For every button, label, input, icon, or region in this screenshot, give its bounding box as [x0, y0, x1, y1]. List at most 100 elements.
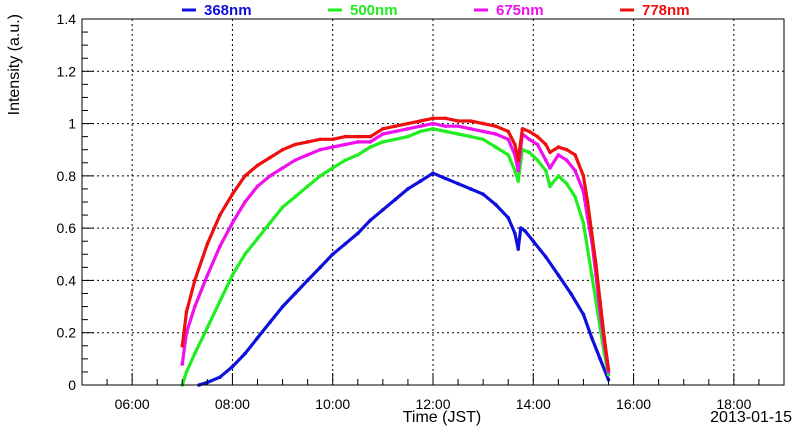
data-point — [243, 174, 247, 178]
data-point — [493, 132, 498, 136]
data-point — [356, 153, 360, 157]
data-point — [573, 168, 577, 173]
data-point — [343, 158, 348, 162]
data-point — [368, 140, 373, 144]
data-point — [268, 155, 272, 160]
data-point — [406, 134, 410, 139]
data-point — [305, 140, 310, 144]
y-tick-label: 0 — [68, 377, 76, 393]
data-point — [581, 174, 586, 178]
data-point — [205, 273, 210, 278]
data-point — [356, 231, 360, 236]
series-500nm — [180, 127, 611, 387]
data-point — [180, 344, 185, 348]
data-point — [606, 370, 611, 374]
data-point — [481, 137, 485, 142]
data-point — [513, 168, 517, 173]
data-point — [581, 221, 586, 225]
series-368nm — [197, 171, 611, 387]
data-point — [544, 168, 548, 173]
series-line-368nm — [197, 171, 611, 387]
data-point — [531, 239, 536, 243]
data-point — [493, 124, 498, 128]
data-point — [590, 273, 594, 278]
series-layer — [180, 116, 611, 387]
data-point — [255, 236, 260, 241]
data-point — [381, 127, 385, 131]
data-point — [506, 215, 511, 220]
data-point — [564, 147, 569, 152]
data-point — [305, 153, 310, 157]
data-point — [218, 244, 222, 249]
data-point — [443, 129, 448, 134]
data-point — [343, 242, 348, 246]
data-point — [293, 142, 297, 147]
data-point — [513, 142, 517, 147]
data-point — [255, 336, 260, 340]
data-point — [218, 299, 222, 304]
y-tick-label: 1 — [68, 116, 76, 132]
data-point — [205, 242, 210, 246]
data-point — [381, 132, 385, 136]
data-point — [556, 145, 561, 149]
axis-ticks: 0 0.2 0.4 0.6 0.8 1 1.2 1.4 06:00 08:00 10:00 12:00… — [57, 11, 785, 412]
data-point — [205, 325, 210, 330]
legend: 368nm 500nm 675nm 778nm — [182, 2, 690, 19]
series-675nm — [180, 121, 611, 374]
data-point — [516, 168, 520, 173]
y-tick-label: 1.2 — [57, 63, 77, 79]
x-tick-label: 10:00 — [315, 396, 350, 412]
data-point — [418, 179, 423, 183]
data-point — [481, 121, 485, 126]
data-point — [356, 134, 360, 139]
data-point — [544, 158, 548, 162]
data-point — [581, 312, 586, 317]
data-point — [573, 153, 577, 157]
data-point — [527, 150, 531, 155]
data-point — [493, 202, 498, 207]
data-point — [468, 127, 473, 131]
x-tick-label: 18:00 — [716, 396, 751, 412]
data-point — [184, 370, 189, 374]
data-point — [330, 166, 335, 170]
data-point — [393, 197, 398, 202]
data-point — [393, 137, 398, 142]
data-point — [268, 174, 272, 178]
data-point — [585, 247, 590, 251]
data-point — [564, 158, 569, 162]
data-point — [513, 231, 517, 236]
data-point — [520, 127, 525, 131]
data-point — [368, 134, 373, 139]
data-point — [468, 187, 473, 191]
data-point — [564, 181, 569, 186]
y-tick-label: 0.6 — [57, 220, 77, 236]
data-point — [230, 221, 235, 225]
date-label: 2013-01-15 — [710, 409, 792, 426]
data-point — [343, 142, 348, 147]
data-point — [556, 273, 561, 278]
data-point — [594, 262, 598, 267]
data-point — [431, 171, 435, 175]
data-point — [381, 140, 385, 144]
data-point — [318, 265, 323, 270]
data-point — [443, 116, 448, 121]
data-point — [431, 121, 435, 126]
data-point — [243, 351, 247, 356]
data-point — [318, 137, 323, 142]
data-point — [280, 166, 285, 170]
data-point — [431, 116, 435, 121]
data-point — [506, 129, 511, 134]
data-point — [556, 153, 561, 157]
data-point — [180, 362, 185, 366]
data-point — [368, 218, 373, 223]
data-point — [193, 304, 197, 309]
data-point — [318, 174, 323, 178]
data-point — [544, 255, 548, 259]
data-point — [305, 184, 310, 189]
data-point — [456, 124, 460, 128]
data-point — [330, 252, 335, 257]
data-point — [456, 132, 460, 136]
data-point — [255, 163, 260, 168]
data-point — [585, 200, 590, 204]
